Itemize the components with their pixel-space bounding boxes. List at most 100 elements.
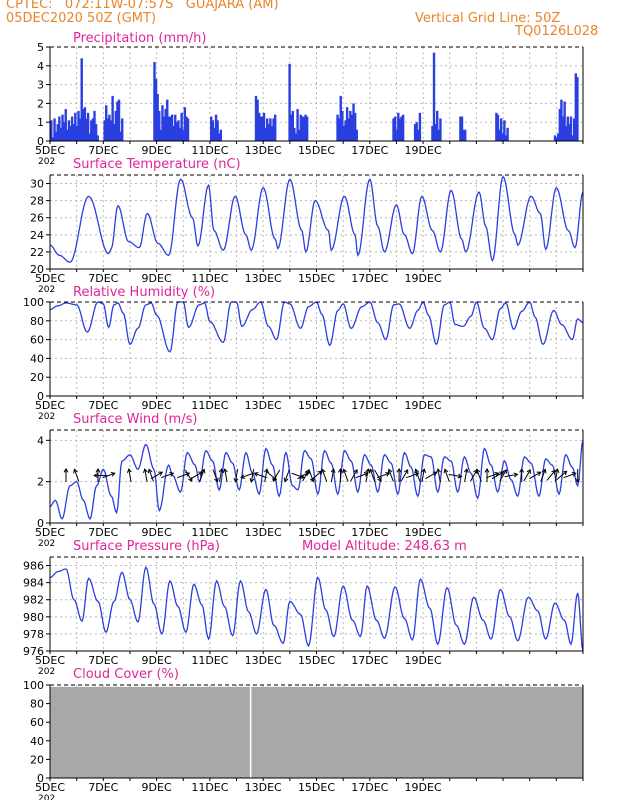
x-tick-label: 15DEC: [298, 781, 335, 794]
x-tick-label: 9DEC: [142, 781, 172, 794]
y-tick-label: 30: [30, 178, 44, 191]
precipitation-bar: [117, 99, 121, 141]
station-header: CPTEC: 072:11W-07:57S GUAJARA (AM): [6, 0, 279, 12]
x-tick-label: 13DEC: [245, 654, 282, 667]
precipitation-bar: [336, 114, 339, 141]
x-tick-label: 19DEC: [405, 654, 442, 667]
y-tick-label: 0: [37, 390, 44, 403]
panel-title: Surface Temperature (nC): [73, 157, 241, 172]
precipitation-bar: [106, 118, 110, 141]
precipitation-bar: [211, 120, 215, 141]
precipitation-bar: [185, 116, 188, 141]
wind-arrow-head: [502, 468, 507, 474]
precipitation-bar: [503, 120, 506, 141]
x-tick-label: 9DEC: [142, 654, 172, 667]
precipitation-bar: [496, 114, 500, 141]
wind-arrow: [415, 469, 421, 482]
wind-arrow: [224, 468, 228, 482]
y-tick-label: 3: [37, 79, 44, 92]
precipitation-bar: [415, 122, 418, 141]
y-tick-label: 980: [23, 611, 44, 624]
precipitation-bar: [459, 116, 462, 141]
panel-title: Surface Pressure (hPa): [73, 539, 220, 554]
precipitation-bar: [558, 109, 562, 141]
wind-arrow: [355, 472, 369, 479]
precipitation-bar: [272, 118, 275, 141]
y-tick-label: 0: [37, 135, 44, 148]
precipitation-bar: [261, 116, 264, 141]
wind-arrow: [302, 469, 310, 482]
precipitation-bar: [291, 110, 294, 141]
wind-arrow: [218, 468, 223, 482]
precipitation-bar: [495, 112, 498, 141]
precipitation-bar: [69, 125, 72, 141]
precipitation-bar: [436, 110, 439, 141]
wind-arrow: [369, 469, 376, 482]
precipitation-bar: [270, 125, 274, 141]
wind-arrow: [523, 469, 531, 482]
precipitation-bar: [177, 120, 180, 141]
precipitation-bar: [256, 99, 259, 141]
x-tick-label: 17DEC: [351, 781, 388, 794]
precipitation-bar: [569, 116, 573, 141]
precipitation-bar: [86, 112, 90, 141]
wind-arrow: [400, 469, 409, 482]
wind-arrow-head: [198, 471, 204, 476]
wind-arrow: [184, 469, 193, 482]
wind-arrow-head: [253, 472, 259, 477]
year-fragment: 202: [38, 412, 55, 422]
wind-arrow: [321, 469, 328, 482]
precipitation-bar: [116, 101, 119, 141]
y-tick-label: 1: [37, 116, 44, 129]
wind-arrow: [421, 468, 425, 482]
y-tick-label: 4: [37, 434, 44, 447]
wind-arrow-head: [218, 468, 224, 473]
x-tick-label: 19DEC: [405, 781, 442, 794]
precipitation-bar: [85, 118, 88, 141]
wind-arrow: [350, 469, 358, 482]
precipitation-bar: [462, 129, 465, 141]
wind-arrow: [504, 473, 518, 478]
precipitation-bar: [74, 112, 77, 141]
precipitation-bar: [350, 114, 354, 141]
wind-arrow: [330, 468, 335, 482]
wind-arrow-head: [365, 468, 371, 473]
precipitation-bar: [50, 120, 53, 141]
precipitation-bar: [397, 112, 400, 141]
precipitation-bar: [392, 118, 395, 141]
precipitation-bar: [51, 137, 55, 141]
wind-arrow-head: [264, 468, 269, 473]
wind-arrow: [272, 469, 281, 482]
precipitation-bar: [499, 118, 503, 141]
precipitation-bar: [393, 116, 397, 141]
precipitation-bar: [265, 118, 269, 141]
wind-arrow: [234, 468, 239, 482]
wind-arrow-head: [95, 467, 101, 473]
wind-arrow-head: [414, 468, 419, 474]
precipitation-bar: [210, 116, 213, 141]
wind-arrow-head: [403, 468, 409, 474]
precipitation-bar: [401, 114, 405, 141]
wind-arrow: [374, 469, 382, 482]
wind-arrow: [308, 469, 314, 482]
precipitation-bar: [216, 120, 219, 141]
y-tick-label: 2: [37, 97, 44, 110]
y-tick-label: 22: [30, 246, 44, 259]
wind-arrow-head: [283, 477, 289, 483]
precipitation-bar: [553, 135, 557, 141]
wind-arrow-head: [93, 473, 98, 478]
wind-arrow: [150, 471, 163, 480]
wind-arrow-head: [233, 477, 239, 483]
year-fragment: 202: [38, 794, 55, 800]
wind-arrow-head: [463, 468, 469, 473]
x-tick-label: 17DEC: [351, 144, 388, 157]
precipitation-bar: [296, 109, 299, 141]
x-tick-label: 13DEC: [245, 144, 282, 157]
x-tick-label: 15DEC: [298, 272, 335, 285]
precipitation-bar: [355, 129, 358, 141]
y-tick-label: 80: [30, 315, 44, 328]
precipitation-bar: [349, 110, 352, 141]
y-tick-label: 982: [23, 594, 44, 607]
wind-arrow-head: [63, 467, 69, 473]
wind-arrow-head: [342, 468, 348, 474]
